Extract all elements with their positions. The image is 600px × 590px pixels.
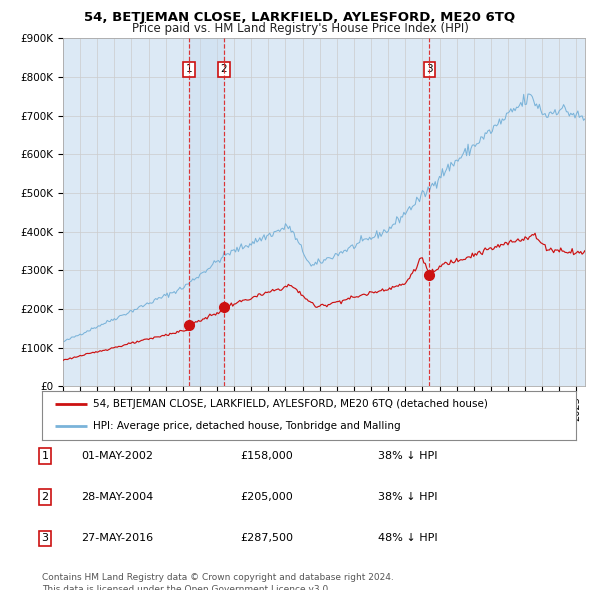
Text: Price paid vs. HM Land Registry's House Price Index (HPI): Price paid vs. HM Land Registry's House … bbox=[131, 22, 469, 35]
Text: 38% ↓ HPI: 38% ↓ HPI bbox=[378, 492, 437, 502]
Text: £205,000: £205,000 bbox=[240, 492, 293, 502]
Text: 38% ↓ HPI: 38% ↓ HPI bbox=[378, 451, 437, 461]
Text: 27-MAY-2016: 27-MAY-2016 bbox=[81, 533, 153, 543]
Text: 28-MAY-2004: 28-MAY-2004 bbox=[81, 492, 153, 502]
Text: 48% ↓ HPI: 48% ↓ HPI bbox=[378, 533, 437, 543]
Text: 54, BETJEMAN CLOSE, LARKFIELD, AYLESFORD, ME20 6TQ (detached house): 54, BETJEMAN CLOSE, LARKFIELD, AYLESFORD… bbox=[93, 399, 488, 409]
Text: 54, BETJEMAN CLOSE, LARKFIELD, AYLESFORD, ME20 6TQ: 54, BETJEMAN CLOSE, LARKFIELD, AYLESFORD… bbox=[85, 11, 515, 24]
Text: HPI: Average price, detached house, Tonbridge and Malling: HPI: Average price, detached house, Tonb… bbox=[93, 421, 400, 431]
Text: 3: 3 bbox=[426, 64, 433, 74]
Text: 1: 1 bbox=[186, 64, 193, 74]
Text: 01-MAY-2002: 01-MAY-2002 bbox=[81, 451, 153, 461]
Text: 2: 2 bbox=[221, 64, 227, 74]
Text: 1: 1 bbox=[41, 451, 49, 461]
Text: Contains HM Land Registry data © Crown copyright and database right 2024.
This d: Contains HM Land Registry data © Crown c… bbox=[42, 573, 394, 590]
Text: 2: 2 bbox=[41, 492, 49, 502]
Text: 3: 3 bbox=[41, 533, 49, 543]
Bar bbox=[189, 38, 224, 386]
Text: £158,000: £158,000 bbox=[240, 451, 293, 461]
Text: £287,500: £287,500 bbox=[240, 533, 293, 543]
